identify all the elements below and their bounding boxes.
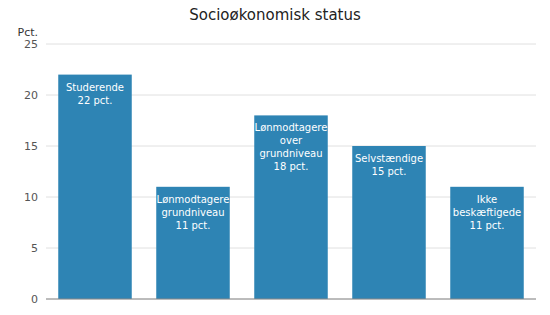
data-label: 15 pct. <box>372 166 407 177</box>
bar <box>156 187 230 299</box>
bar <box>58 75 132 299</box>
y-tick-label: 15 <box>24 140 38 153</box>
category-label: Ikkebeskæftigede <box>453 194 521 218</box>
data-label: 11 pct. <box>470 220 505 231</box>
category-label: Lønmodtageregrundniveau <box>157 194 230 218</box>
category-label: Selvstændige <box>355 153 423 164</box>
data-label: 18 pct. <box>274 161 309 172</box>
bar <box>254 115 328 299</box>
x-axis-line <box>46 299 536 300</box>
bar <box>352 146 426 299</box>
bar-labels: Studerende 22 pct. Lønmodtageregrundniveau… <box>66 82 521 231</box>
y-tick-label: 10 <box>24 191 38 204</box>
bar <box>450 187 524 299</box>
category-label: Lønmodtagereovergrundniveau <box>255 122 328 159</box>
data-label: 22 pct. <box>78 95 113 106</box>
chart-svg: Socioøkonomisk statusPct.0510152025Stude… <box>0 0 550 315</box>
y-tick-label: 20 <box>24 89 38 102</box>
data-label: 11 pct. <box>176 220 211 231</box>
grid-line <box>46 44 536 45</box>
y-tick-label: 0 <box>31 293 38 306</box>
title: Socioøkonomisk status <box>189 6 361 24</box>
bars <box>58 75 524 299</box>
y-tick-label: 25 <box>24 38 38 51</box>
y-tick-label: 5 <box>31 242 38 255</box>
category-label: Studerende <box>66 82 124 93</box>
chart-container: Socioøkonomisk statusPct.0510152025Stude… <box>0 0 550 315</box>
grid-line <box>46 299 536 300</box>
